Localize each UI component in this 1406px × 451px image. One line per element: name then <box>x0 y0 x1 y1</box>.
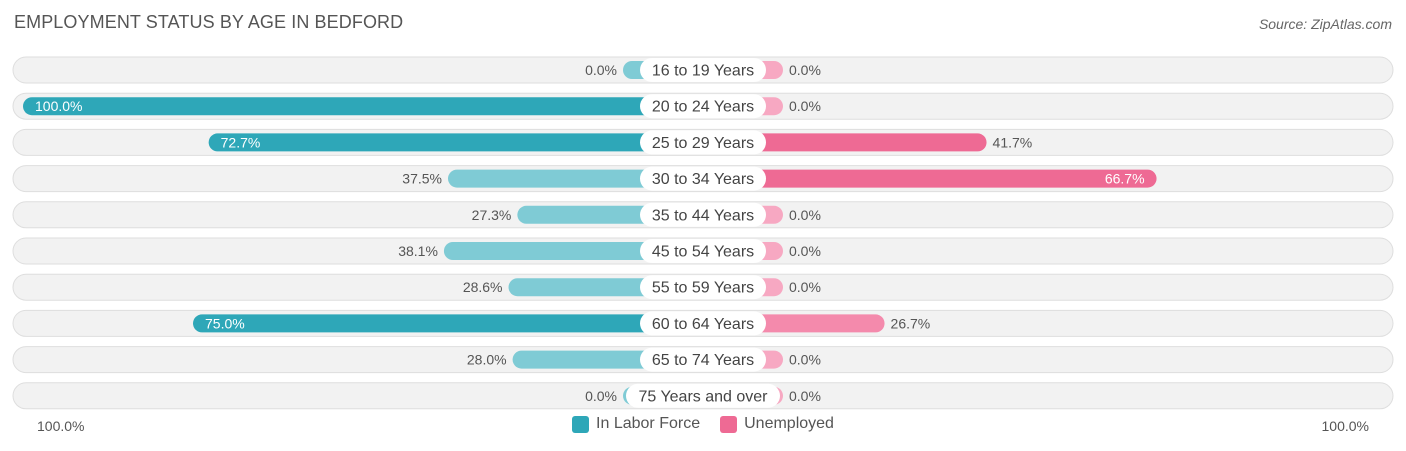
value-label-unemployed: 41.7% <box>993 134 1033 150</box>
value-label-unemployed: 66.7% <box>1105 171 1145 187</box>
value-label-unemployed: 0.0% <box>789 62 821 78</box>
category-pill <box>640 130 766 155</box>
category-label: 55 to 59 Years <box>652 280 754 297</box>
value-label-labor-force: 0.0% <box>585 388 617 404</box>
category-label: 30 to 34 Years <box>652 171 754 188</box>
category-pill <box>640 202 766 227</box>
value-label-labor-force: 27.3% <box>472 207 512 223</box>
category-pill <box>640 275 766 300</box>
value-label-unemployed: 0.0% <box>789 98 821 114</box>
value-label-labor-force: 0.0% <box>585 62 617 78</box>
category-pill <box>626 383 780 408</box>
category-pill <box>640 58 766 82</box>
value-label-labor-force: 28.6% <box>463 279 503 295</box>
value-label-labor-force: 100.0% <box>35 98 82 114</box>
value-label-labor-force: 28.0% <box>467 352 507 368</box>
bar-labor-force <box>23 97 703 116</box>
category-label: 25 to 29 Years <box>652 135 754 152</box>
value-label-unemployed: 0.0% <box>789 352 821 368</box>
value-label-labor-force: 72.7% <box>221 134 261 150</box>
category-pill <box>640 94 766 119</box>
category-label: 20 to 24 Years <box>652 99 754 116</box>
category-pill <box>640 311 766 336</box>
category-label: 65 to 74 Years <box>652 352 754 369</box>
bar-unemployed <box>703 169 1157 188</box>
value-label-unemployed: 0.0% <box>789 207 821 223</box>
value-label-unemployed: 0.0% <box>789 279 821 295</box>
bar-labor-force <box>443 242 703 260</box>
value-label-labor-force: 37.5% <box>402 171 442 187</box>
bar-labor-force <box>193 314 703 333</box>
value-label-unemployed: 26.7% <box>891 315 931 331</box>
category-label: 45 to 54 Years <box>652 244 754 261</box>
category-label: 35 to 44 Years <box>652 207 754 224</box>
chart-source: Source: ZipAtlas.com <box>1258 16 1392 32</box>
chart-title: EMPLOYMENT STATUS BY AGE IN BEDFORD <box>14 12 404 32</box>
axis-right-label: 100.0% <box>1321 418 1369 434</box>
category-pill <box>640 347 766 372</box>
category-label: 75 Years and over <box>639 388 769 405</box>
legend-item-labor-force: In Labor Force <box>572 415 700 433</box>
axis-left-label: 100.0% <box>37 418 85 434</box>
bar-labor-force <box>208 133 703 152</box>
legend-item-unemployed: Unemployed <box>720 415 834 433</box>
legend-label-unemployed: Unemployed <box>744 415 834 432</box>
legend-label-labor-force: In Labor Force <box>596 415 701 432</box>
category-label: 16 to 19 Years <box>652 63 754 80</box>
value-label-labor-force: 38.1% <box>398 243 438 259</box>
value-label-unemployed: 0.0% <box>789 243 821 259</box>
legend-swatch-unemployed <box>720 415 738 433</box>
legend: In Labor Force Unemployed <box>0 415 1406 433</box>
category-label: 60 to 64 Years <box>652 316 754 333</box>
bar-unemployed <box>703 133 987 152</box>
value-label-labor-force: 75.0% <box>205 315 245 331</box>
category-pill <box>640 239 766 263</box>
legend-swatch-labor-force <box>572 415 590 433</box>
bar-labor-force <box>448 169 703 188</box>
value-label-unemployed: 0.0% <box>789 388 821 404</box>
category-pill <box>640 166 766 191</box>
